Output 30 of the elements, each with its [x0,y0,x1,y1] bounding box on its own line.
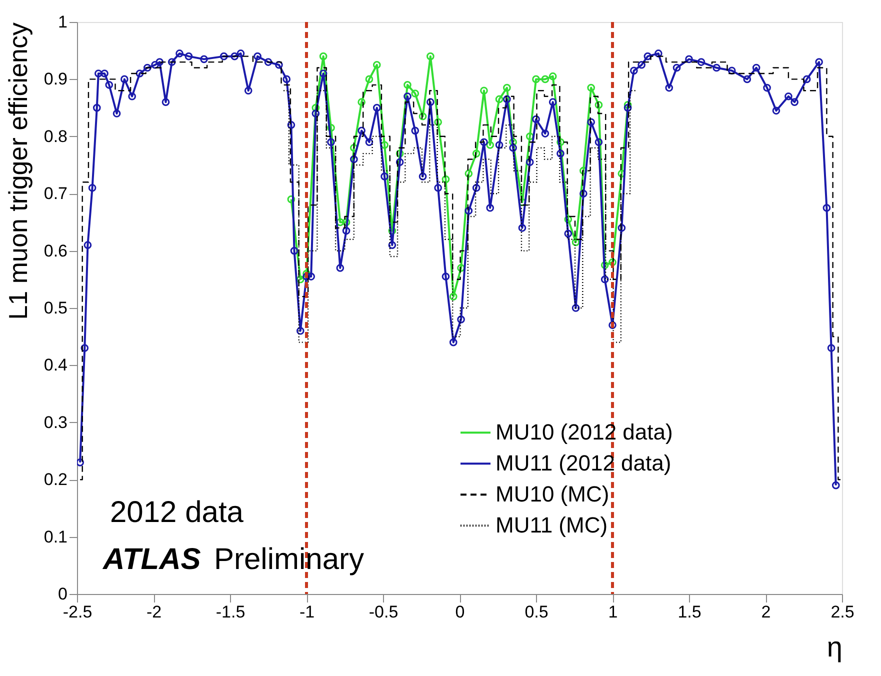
x-tick-label: -2.5 [62,602,92,622]
legend-label: MU11 (MC) [496,512,608,538]
x-tick-label: 2.5 [830,602,854,622]
x-tick-label: -1.5 [216,602,246,622]
x-tick-label: -0.5 [368,602,398,622]
y-tick-label: 0.9 [44,70,68,89]
legend-label: MU11 (2012 data) [496,450,672,476]
y-tick-label: 0.1 [44,527,68,546]
y-tick-label: 0.4 [44,356,68,375]
x-tick-label: 0 [455,602,465,622]
y-tick-label: 0.2 [44,470,68,490]
y-tick-label: 0 [58,584,68,604]
x-tick-label: 1 [608,602,618,622]
legend-label: MU10 (2012 data) [496,420,673,445]
annotation: ATLAS Preliminary [102,543,364,576]
legend-label: MU10 (MC) [496,482,610,507]
y-tick-label: 0.3 [44,412,68,432]
y-tick-label: 0.8 [44,126,68,146]
x-tick-label: 0.5 [524,602,548,622]
x-tick-label: 1.5 [678,602,702,622]
x-tick-label: 2 [761,602,771,622]
x-axis-title: η [826,632,842,662]
x-tick-label: -2 [146,602,162,622]
y-axis-title: L1 muon trigger efficiency [2,22,33,320]
y-tick-label: 0.6 [44,241,68,260]
y-tick-label: 0.7 [44,184,68,204]
annotation: 2012 data [110,496,244,529]
x-tick-label: -1 [299,602,315,622]
y-tick-label: 1 [58,12,68,32]
y-tick-label: 0.5 [44,298,68,318]
